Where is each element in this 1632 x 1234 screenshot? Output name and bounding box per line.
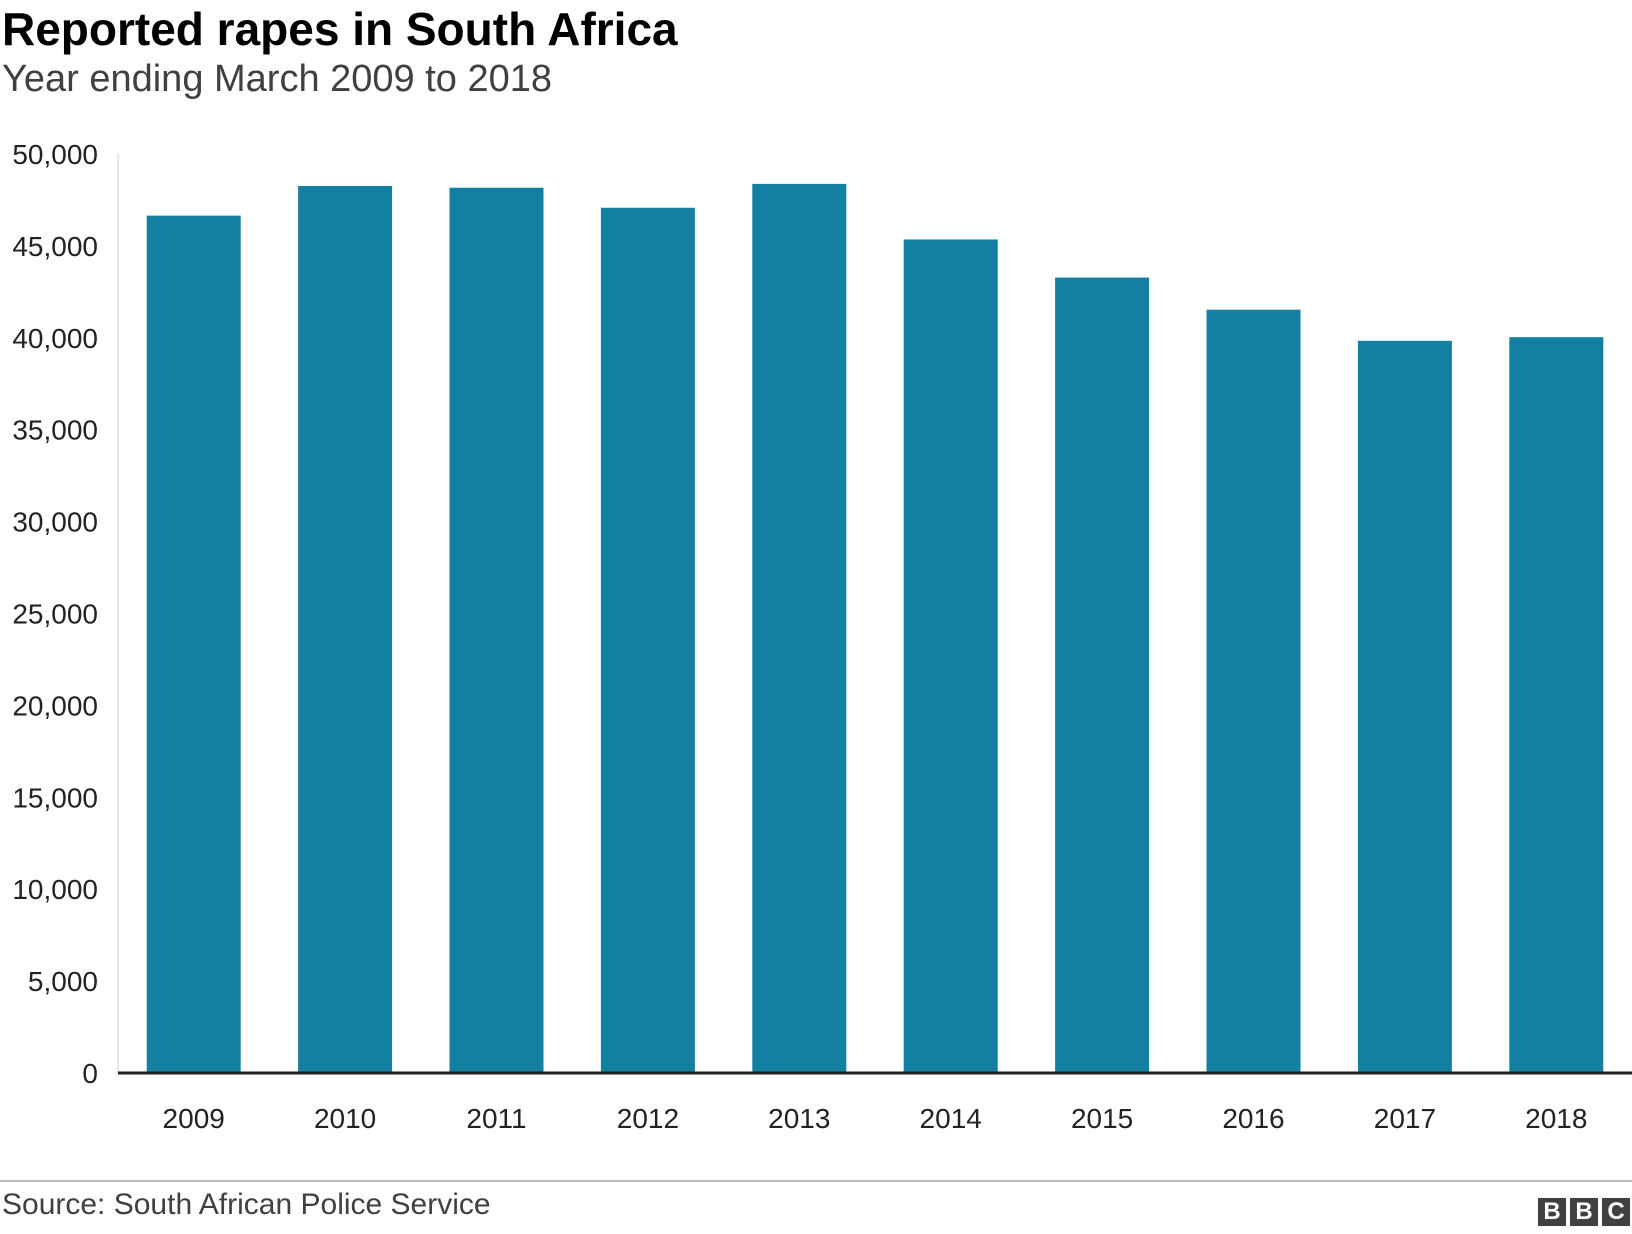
y-tick-label: 30,000 xyxy=(12,507,98,538)
x-tick-label: 2011 xyxy=(466,1103,526,1134)
bar-2012 xyxy=(600,207,695,1074)
bar-2015 xyxy=(1055,277,1150,1073)
chart-subtitle: Year ending March 2009 to 2018 xyxy=(2,58,553,100)
logo-letter-b1: B xyxy=(1538,1198,1566,1226)
y-tick-label: 50,000 xyxy=(12,139,98,170)
x-tick-label: 2012 xyxy=(617,1103,679,1134)
source-note: Source: South African Police Service xyxy=(2,1188,491,1221)
y-tick-label: 20,000 xyxy=(12,690,98,721)
x-tick-label: 2014 xyxy=(920,1103,982,1134)
x-tick-label: 2016 xyxy=(1222,1103,1284,1134)
bar-chart: 0 5,000 10,000 15,000 20,000 25,000 30,000 35,0… xyxy=(12,139,1632,1134)
bar-2014 xyxy=(903,239,998,1073)
y-tick-label: 25,000 xyxy=(12,599,98,630)
y-tick-label: 40,000 xyxy=(12,323,98,354)
bar-2010 xyxy=(298,185,393,1073)
bar-2018 xyxy=(1509,337,1604,1073)
bar-2011 xyxy=(449,187,544,1074)
y-tick-label: 0 xyxy=(82,1058,98,1089)
logo-letter-b2: B xyxy=(1570,1198,1598,1226)
x-tick-label: 2010 xyxy=(314,1103,376,1134)
y-tick-label: 10,000 xyxy=(12,874,98,905)
bbc-logo: B B C xyxy=(1538,1198,1630,1226)
x-tick-label: 2013 xyxy=(768,1103,830,1134)
logo-letter-c: C xyxy=(1602,1198,1630,1226)
y-tick-label: 15,000 xyxy=(12,782,98,813)
x-tick-label: 2009 xyxy=(163,1103,225,1134)
x-tick-label: 2018 xyxy=(1525,1103,1587,1134)
x-tick-label: 2015 xyxy=(1071,1103,1133,1134)
chart-title: Reported rapes in South Africa xyxy=(2,3,678,55)
x-tick-label: 2017 xyxy=(1374,1103,1436,1134)
bar-2017 xyxy=(1357,340,1452,1073)
y-tick-label: 45,000 xyxy=(12,231,98,262)
bar-2009 xyxy=(146,215,241,1073)
bar-2016 xyxy=(1206,309,1301,1073)
bar-2013 xyxy=(752,183,847,1074)
footer-divider xyxy=(0,1180,1632,1182)
y-tick-label: 35,000 xyxy=(12,415,98,446)
y-tick-label: 5,000 xyxy=(28,966,98,997)
